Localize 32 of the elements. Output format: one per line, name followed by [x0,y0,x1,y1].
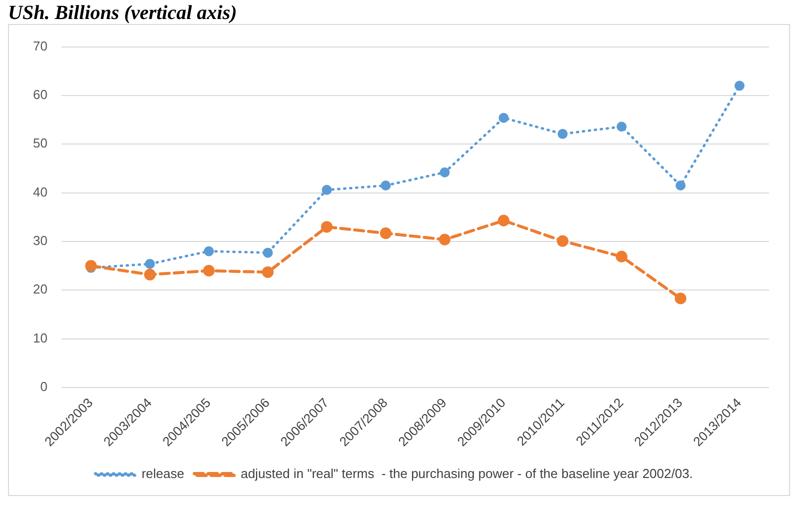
point [558,128,568,139]
point [498,214,510,226]
point [322,184,332,195]
point [144,258,155,269]
point [616,122,627,132]
legend-label: adjusted in "real" terms - the purchasing power - of the baseline year 2002/03. [240,466,693,482]
point [734,80,745,91]
y-tick-label: 20 [32,282,48,297]
y-tick-label: 10 [32,330,48,346]
point [262,266,274,278]
point [320,221,333,233]
chart-title: USh. Billions (vertical axis) [8,2,238,24]
y-tick-label: 40 [32,184,48,200]
y-tick-label: 70 [32,38,48,54]
point [203,264,215,276]
point [616,250,628,262]
point [380,180,391,191]
point [380,227,392,240]
point [674,292,686,304]
point [676,180,686,191]
y-tick-label: 30 [32,233,48,248]
y-tick-label: 60 [32,87,48,102]
point [262,248,273,258]
y-tick-label: 50 [32,136,48,151]
point [204,246,214,256]
point [144,268,156,280]
point [556,235,568,247]
point [498,112,509,123]
point [438,234,451,246]
y-tick-label: 0 [40,379,48,394]
legend-label: release [142,466,184,482]
point [440,167,450,178]
